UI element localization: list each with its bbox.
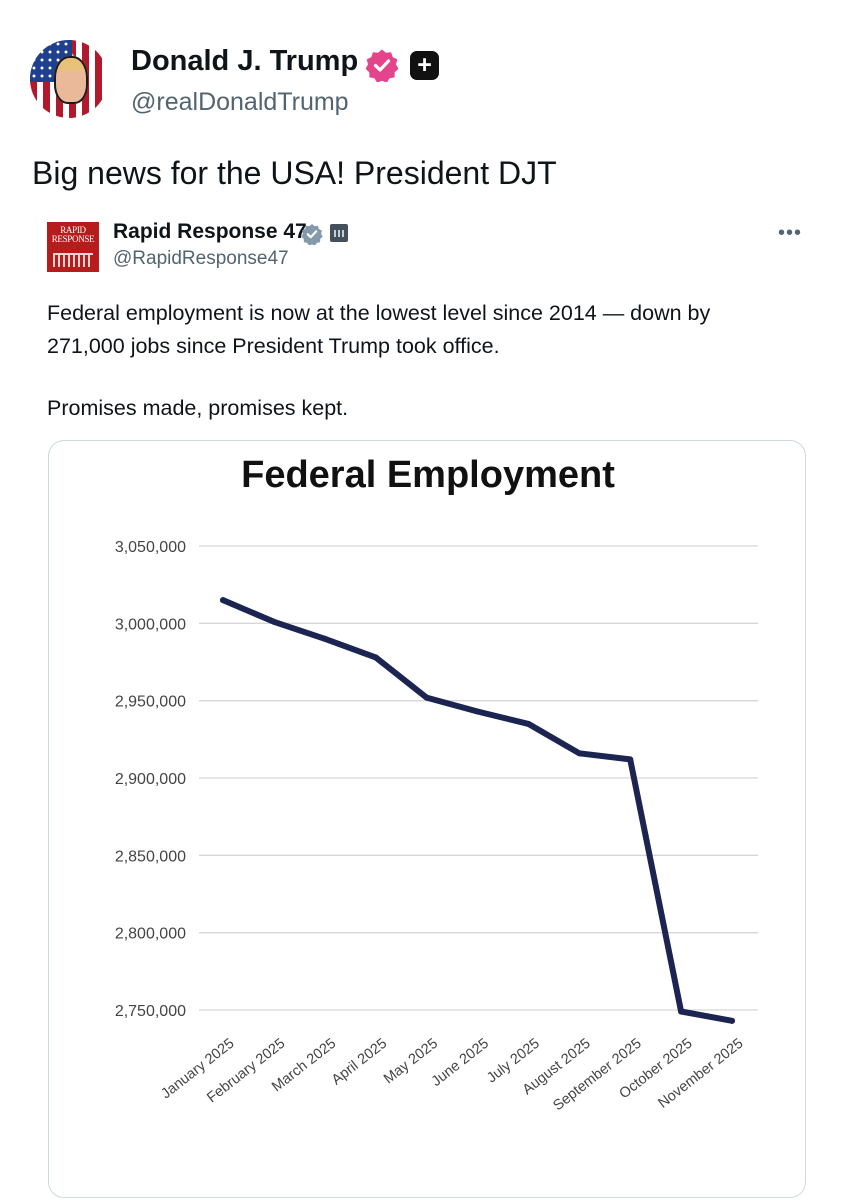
verified-check-mark <box>373 59 391 72</box>
quoted-post-text: Federal employment is now at the lowest … <box>47 301 711 358</box>
data-point <box>321 635 328 642</box>
x-tick-label: November 2025 <box>655 1036 746 1112</box>
x-tick-label: June 2025 <box>429 1036 492 1090</box>
y-tick-label: 2,950,000 <box>115 694 186 711</box>
quoted-avatar-text-line1: RAPID <box>60 225 86 235</box>
quoted-post-text-line2: Promises made, promises kept. <box>47 396 349 420</box>
gray-verified-check-icon <box>301 224 323 245</box>
x-tick-label: April 2025 <box>329 1036 390 1089</box>
post-text: Big news for the USA! President DJT <box>32 155 557 191</box>
chart-card[interactable]: Federal Employment 3,050,000 3,000,000 2,95… <box>48 440 806 1198</box>
quoted-author-name[interactable]: Rapid Response 47 <box>113 220 307 243</box>
data-point <box>270 618 277 625</box>
more-options-icon[interactable]: ••• <box>778 222 803 244</box>
chart-title: Federal Employment <box>241 454 615 496</box>
federal-employment-chart: Federal Employment 3,050,000 3,000,000 2,95… <box>115 454 758 1115</box>
quoted-avatar-text-line2: RESPONSE <box>51 234 95 244</box>
data-point <box>372 654 379 661</box>
author-avatar[interactable] <box>30 40 108 118</box>
series-line <box>220 597 735 1024</box>
data-point <box>729 1017 735 1024</box>
data-point <box>525 720 532 727</box>
quoted-author-handle[interactable]: @RapidResponse47 <box>113 248 289 269</box>
gray-check-mark <box>306 230 318 239</box>
data-point <box>423 694 430 701</box>
y-tick-label: 3,000,000 <box>115 616 186 633</box>
data-point <box>474 708 481 715</box>
building-graphic <box>53 253 93 267</box>
y-tick-label: 2,800,000 <box>115 926 186 943</box>
data-point <box>627 756 634 763</box>
author-name[interactable]: Donald J. Trump <box>131 45 359 77</box>
quoted-author-avatar[interactable]: RAPID RESPONSE <box>47 222 99 272</box>
y-tick-label: 3,050,000 <box>115 539 186 556</box>
author-handle[interactable]: @realDonaldTrump <box>131 88 349 116</box>
data-point <box>678 1008 685 1015</box>
verified-check-icon <box>365 49 399 82</box>
plus-square-icon: + <box>410 51 439 80</box>
y-tick-label: 2,750,000 <box>115 1003 186 1020</box>
data-point <box>576 750 583 757</box>
government-building-icon <box>330 224 348 242</box>
x-tick-label: September 2025 <box>550 1036 644 1115</box>
data-point <box>220 597 226 604</box>
y-tick-label: 2,850,000 <box>115 848 186 865</box>
y-tick-label: 2,900,000 <box>115 771 186 788</box>
